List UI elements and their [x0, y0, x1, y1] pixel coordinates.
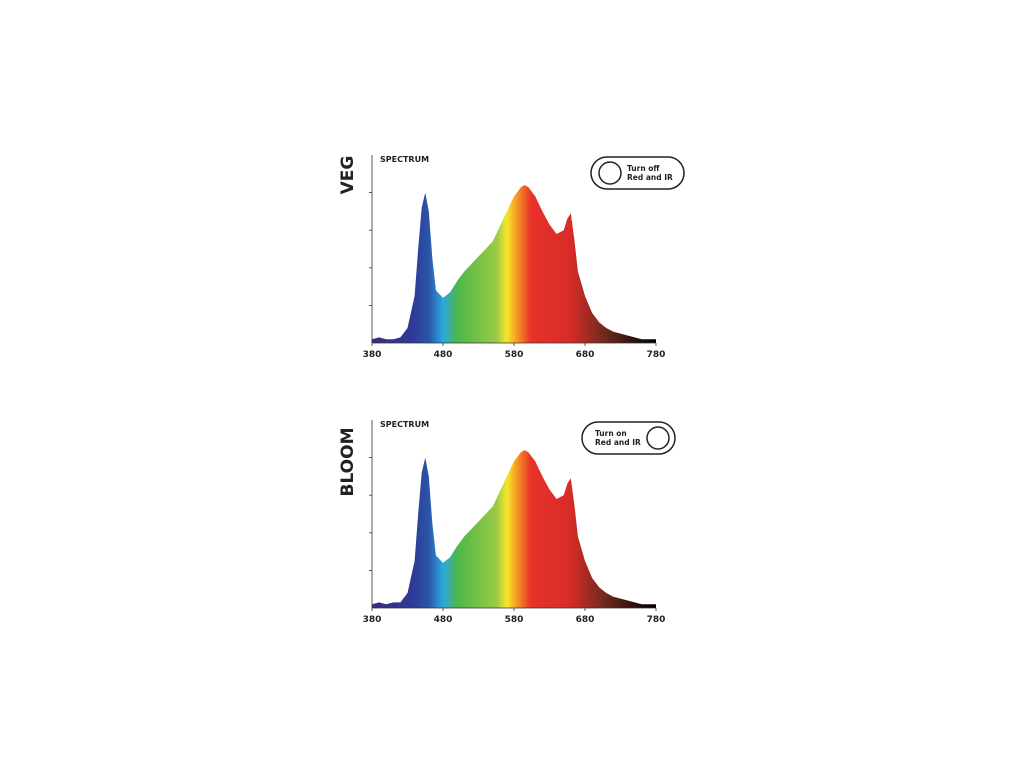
chart-subtitle: SPECTRUM	[380, 155, 429, 164]
x-tick-label: 780	[647, 615, 666, 625]
chart-subtitle: SPECTRUM	[380, 420, 429, 429]
x-tick-label: 780	[647, 350, 666, 360]
toggle-label: Turn off	[627, 164, 660, 173]
x-tick-label: 580	[505, 350, 524, 360]
x-tick-label: 480	[434, 615, 453, 625]
x-tick-label: 580	[505, 615, 524, 625]
toggle-label: Red and IR	[627, 173, 673, 182]
toggle-knob[interactable]	[646, 426, 670, 450]
chart-title: BLOOM	[338, 427, 358, 496]
toggle-label: Red and IR	[595, 438, 641, 447]
toggle-label: Turn on	[595, 429, 627, 438]
x-tick-label: 680	[576, 615, 595, 625]
x-tick-label: 680	[576, 350, 595, 360]
x-tick-label: 380	[363, 615, 382, 625]
chart-title: VEG	[338, 156, 358, 195]
toggle-knob[interactable]	[598, 161, 622, 185]
spectrum-area	[372, 450, 656, 608]
x-tick-label: 480	[434, 350, 453, 360]
x-tick-label: 380	[363, 350, 382, 360]
spectrum-area	[372, 185, 656, 343]
